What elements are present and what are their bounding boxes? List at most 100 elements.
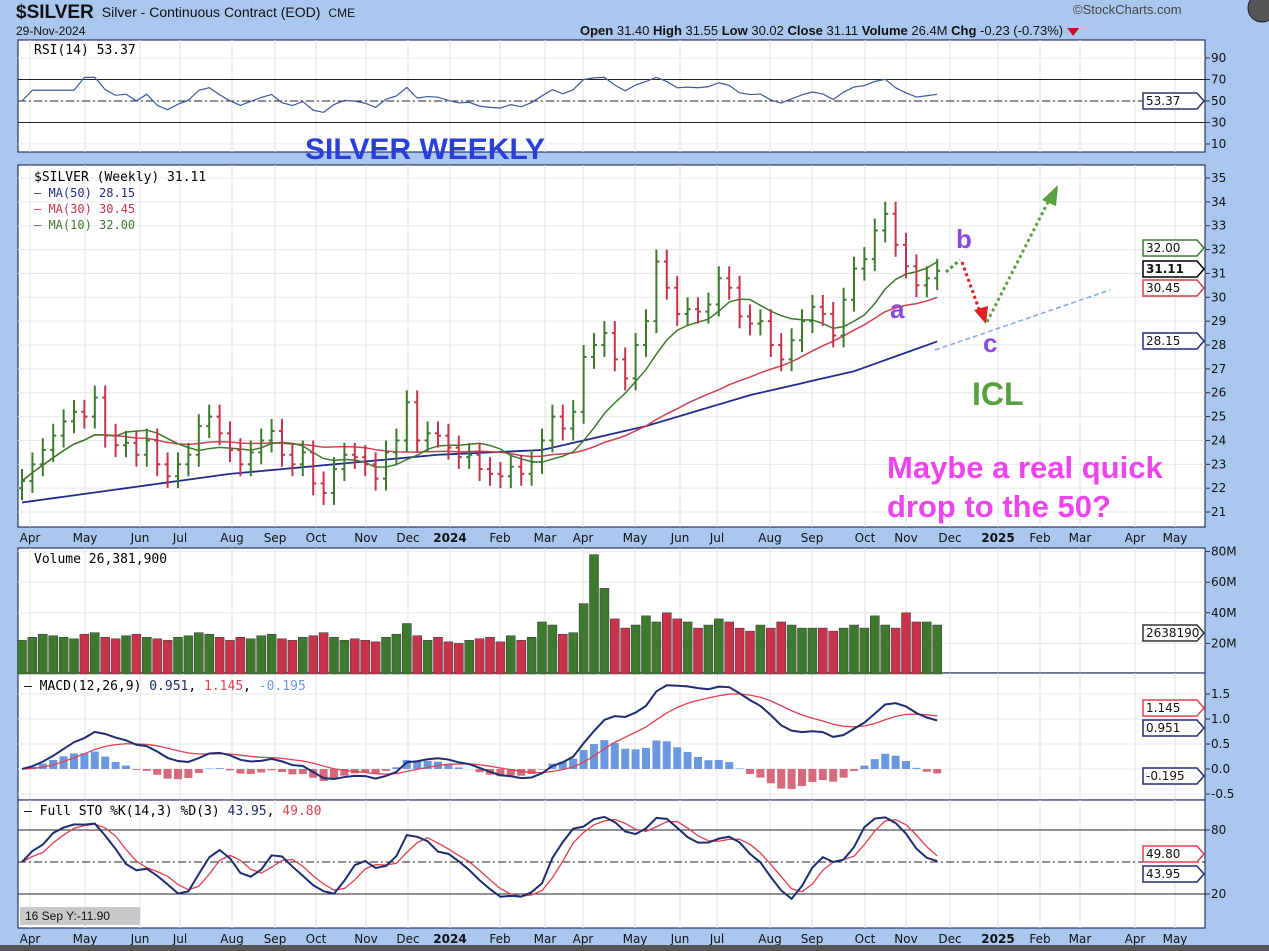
price-bar (559, 404, 566, 441)
arrow-head-icon (974, 306, 988, 324)
volume-bar (849, 624, 859, 675)
value-tag-box (1142, 845, 1205, 863)
month-label: May (1163, 531, 1188, 545)
price-bar (705, 292, 712, 324)
macd-histogram-bar (454, 767, 463, 769)
volume-bar (204, 633, 214, 675)
month-label: Jun (670, 531, 690, 545)
sto-k-line (21, 815, 938, 901)
macd-histogram-bar (839, 769, 848, 778)
rsi-tick-label: 70 (1211, 73, 1226, 87)
macd-histogram-bar (330, 769, 338, 780)
value-tag-box (1142, 865, 1205, 883)
macd-histogram-bar (569, 758, 578, 769)
volume-bar (703, 624, 714, 675)
price-bar (216, 404, 223, 446)
month-label: Apr (1125, 932, 1146, 946)
macd-histogram-bar (246, 769, 255, 775)
volume-bar (350, 638, 360, 675)
volume-bar (724, 621, 734, 675)
price-bar (372, 452, 379, 491)
price-bar (767, 309, 774, 357)
month-label: Apr (1125, 531, 1146, 545)
macd-tick-label: 0.5 (1211, 737, 1230, 751)
price-bar (757, 309, 764, 336)
macd-histogram-bar (850, 769, 858, 771)
month-label: Mar (534, 932, 557, 946)
macd-histogram-bar (746, 769, 754, 774)
macd-tick-label: 0.0 (1211, 762, 1230, 776)
month-label: Apr (573, 932, 594, 946)
value-tag-box (1142, 719, 1205, 737)
volume-bar (79, 633, 90, 675)
macd-histogram-bar (766, 769, 775, 784)
price-bar (289, 442, 296, 477)
macd-histogram-bar (912, 767, 921, 769)
symbol: $SILVER (16, 2, 94, 23)
month-label: Feb (1029, 932, 1050, 946)
price-bar (60, 409, 67, 448)
price-bar (154, 428, 161, 477)
month-label: Aug (220, 932, 243, 946)
macd-histogram-bar (184, 769, 193, 778)
icl-label: ICL (972, 376, 1024, 412)
month-label: 2025 (981, 531, 1014, 545)
price-bar (726, 266, 733, 300)
volume-bar (142, 637, 152, 675)
volume-bar (381, 637, 391, 675)
month-label: Jun (130, 932, 150, 946)
price-bar (507, 454, 514, 489)
price-bar (518, 454, 525, 486)
price-bar (19, 469, 25, 501)
wave-label-a: a (890, 294, 905, 324)
month-label: Jul (709, 531, 724, 545)
macd-histogram-bar (278, 769, 286, 773)
volume-bar (485, 637, 495, 675)
price-bar (799, 309, 805, 353)
value-tag-box (1142, 624, 1205, 642)
scroll-top-button[interactable] (1247, 0, 1269, 23)
price-bar (736, 275, 743, 329)
price-bar (591, 333, 597, 369)
crosshair-tooltip (20, 907, 140, 925)
ma10-legend: — MA(10) 32.00 (34, 218, 135, 232)
note-line-1: Maybe a real quick (887, 450, 1163, 485)
volume-bar (121, 635, 131, 675)
volume-bar (766, 627, 776, 675)
price-bar (164, 452, 171, 489)
macd-histogram-bar (382, 769, 390, 771)
price-bar (143, 428, 150, 467)
volume-bar (48, 635, 58, 675)
price-bar (819, 294, 826, 326)
price-bar (840, 287, 847, 348)
macd-histogram-bar (122, 765, 130, 769)
price-bar (653, 249, 660, 334)
price-bar (362, 445, 369, 477)
price-bar (861, 247, 868, 281)
ma30-tag: 30.45 (1142, 279, 1205, 297)
volume-bar (27, 637, 38, 675)
volume-bar (277, 638, 287, 675)
volume-bar (880, 624, 890, 675)
macd-histogram-bar (153, 769, 162, 775)
macd-histogram-bar (610, 742, 619, 769)
month-label: Jul (172, 531, 187, 545)
volume-bar (173, 637, 183, 675)
volume-bar (152, 638, 162, 675)
month-label: Oct (306, 932, 327, 946)
wave-arrow-up (985, 197, 1052, 323)
volume-bar (90, 632, 100, 675)
volume-bar (360, 640, 370, 675)
price-bar (830, 302, 837, 348)
price-bar (29, 452, 36, 493)
price-bar (487, 457, 493, 486)
price-bar (632, 333, 639, 391)
value-tag-text: 43.95 (1146, 867, 1180, 881)
price-bar (882, 201, 889, 243)
price-bar (611, 321, 618, 372)
month-label: 2024 (433, 932, 466, 946)
price-bar (580, 345, 587, 424)
month-label: Feb (489, 932, 510, 946)
macd-signal-tag: 1.145 (1142, 699, 1205, 717)
price-bar (91, 385, 98, 429)
